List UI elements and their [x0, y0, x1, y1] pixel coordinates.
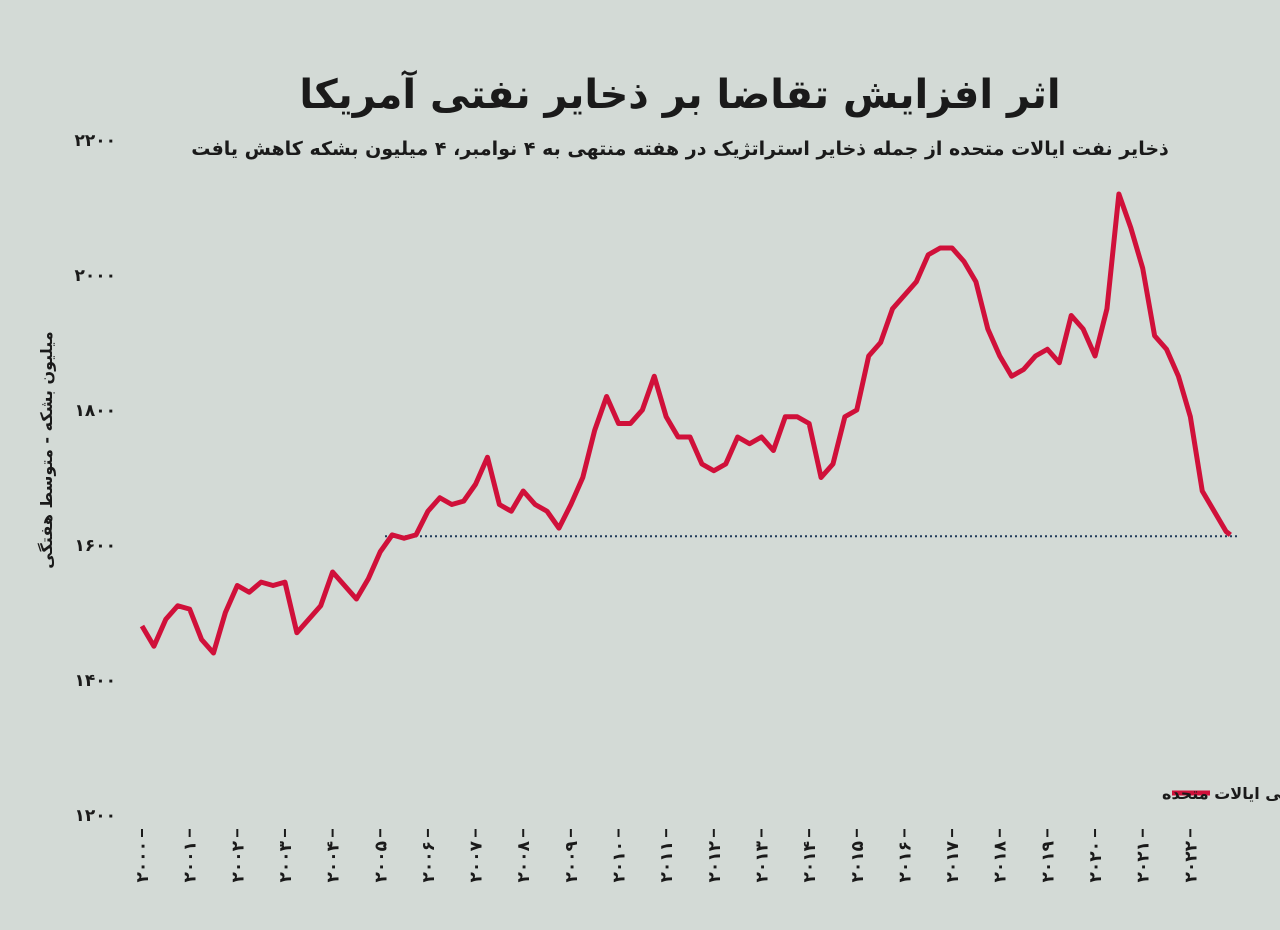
x-tick-label: ۲۰۱۴ — [800, 841, 820, 883]
x-tick-label: ۲۰۱۶ — [895, 841, 915, 883]
x-tick-label: ۲۰۲۱ — [1134, 841, 1154, 883]
y-tick-label: ۱۴۰۰ — [74, 671, 116, 691]
x-tick-label: ۲۰۱۷ — [943, 840, 963, 882]
x-tick-label: ۲۰۱۱ — [657, 841, 677, 883]
y-tick-label: ۲۲۰۰ — [74, 131, 116, 151]
x-tick-label: ۲۰۰۳ — [276, 840, 296, 882]
x-tick-label: ۲۰۱۰ — [610, 841, 630, 883]
x-tick-label: ۲۰۰۴ — [324, 841, 344, 883]
x-tick-label: ۲۰۱۸ — [991, 840, 1011, 882]
x-tick-label: ۲۰۲۰ — [1086, 841, 1106, 883]
x-tick-label: ۲۰۰۹ — [562, 840, 582, 882]
y-tick-label: ۲۰۰۰ — [74, 266, 116, 286]
x-tick-label: ۲۰۲۲ — [1181, 840, 1201, 882]
x-tick-label: ۲۰۱۵ — [848, 841, 868, 883]
data-line — [139, 191, 1232, 656]
y-tick-label: ۱۸۰۰ — [74, 401, 116, 421]
x-tick-label: ۲۰۰۶ — [419, 841, 439, 883]
y-axis-label: میلیون بشکه - متوسط هفتگی — [37, 331, 56, 568]
x-tick-label: ۲۰۱۳ — [752, 840, 772, 882]
x-tick-label: ۲۰۱۲ — [705, 840, 725, 882]
x-tick-label: ۲۰۰۰ — [133, 841, 153, 883]
x-tick-label: ۲۰۱۹ — [1038, 840, 1058, 882]
x-tick-label: ۲۰۰۸ — [514, 840, 534, 882]
x-tick-label: ۲۰۰۷ — [467, 840, 487, 882]
x-tick-label: ۲۰۰۲ — [228, 840, 248, 882]
y-tick-label: ۱۶۰۰ — [74, 536, 116, 556]
y-tick-label: ۱۲۰۰ — [74, 806, 116, 826]
legend-label: آخرین ذخایر هفتگی نفت خام و فرآورده های … — [1162, 783, 1280, 803]
x-tick-label: ۲۰۰۵ — [371, 841, 391, 883]
chart-title: اثر افزایش تقاضا بر ذخایر نفتی آمریکا — [299, 69, 1060, 118]
x-tick-label: ۲۰۰۱ — [181, 841, 201, 883]
chart-subtitle: ذخایر نفت ایالات متحده از جمله ذخایر است… — [191, 138, 1169, 160]
